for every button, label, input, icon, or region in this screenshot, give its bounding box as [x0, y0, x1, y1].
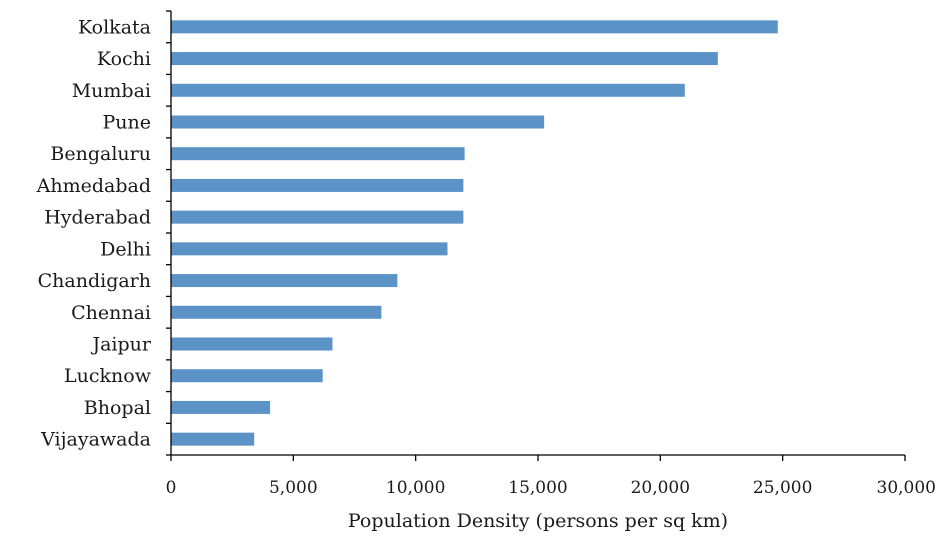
category-label: Jaipur — [90, 334, 151, 356]
y-axis-ticks — [166, 10, 171, 456]
category-label: Ahmedabad — [36, 175, 151, 197]
x-tick-label: 5,000 — [269, 478, 318, 498]
x-tick-label: 20,000 — [631, 478, 690, 498]
category-label: Vijayawada — [40, 429, 151, 451]
x-axis-title: Population Density (persons per sq km) — [348, 510, 728, 532]
x-tick-label: 0 — [166, 478, 177, 498]
bar-hyderabad — [171, 210, 464, 224]
bar-ahmedabad — [171, 178, 464, 192]
bar-bhopal — [171, 400, 271, 414]
bar-vijayawada — [171, 432, 255, 446]
category-label: Lucknow — [64, 365, 152, 387]
category-label: Chandigarh — [38, 270, 151, 292]
x-tick-label: 15,000 — [508, 478, 567, 498]
x-tick-label: 25,000 — [753, 478, 812, 498]
x-tick-labels: 0 5,000 10,000 15,000 20,000 25,000 30,000 — [166, 478, 936, 498]
category-label: Bhopal — [84, 397, 151, 419]
category-label: Kolkata — [78, 16, 151, 38]
bar-pune — [171, 115, 545, 129]
bar-chennai — [171, 305, 382, 319]
bars-group — [171, 20, 778, 446]
category-label: Hyderabad — [44, 207, 151, 229]
category-label: Bengaluru — [50, 143, 151, 165]
bar-mumbai — [171, 83, 685, 97]
bar-bengaluru — [171, 147, 465, 161]
category-labels: Kolkata Kochi Mumbai Pune Bengaluru Ahmedabad… — [36, 16, 152, 450]
category-label: Mumbai — [72, 80, 151, 102]
bar-jaipur — [171, 337, 333, 351]
x-axis-ticks — [170, 455, 906, 461]
bar-kolkata — [171, 20, 778, 34]
category-label: Pune — [102, 112, 151, 134]
category-label: Kochi — [97, 48, 151, 70]
bar-chandigarh — [171, 274, 398, 288]
category-label: Delhi — [100, 238, 151, 260]
bar-delhi — [171, 242, 448, 256]
x-tick-label: 30,000 — [877, 478, 936, 498]
category-label: Chennai — [71, 302, 151, 324]
bar-lucknow — [171, 369, 323, 383]
x-tick-label: 10,000 — [386, 478, 445, 498]
bar-kochi — [171, 52, 718, 66]
